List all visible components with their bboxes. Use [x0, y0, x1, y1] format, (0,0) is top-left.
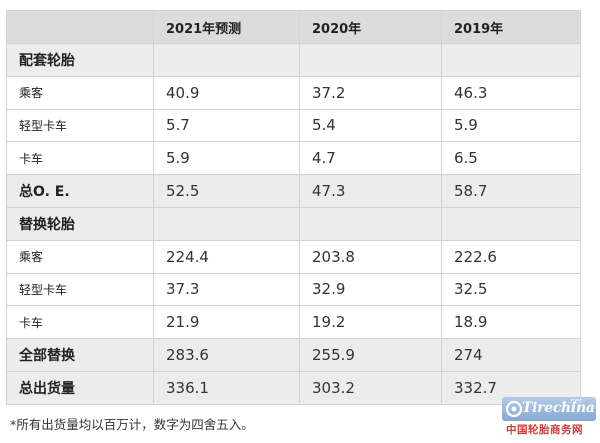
- row-label: 总O. E.: [6, 174, 154, 208]
- cell: [153, 206, 300, 241]
- tire-swoosh-icon: [505, 400, 523, 418]
- row-label: 轻型卡车: [6, 272, 154, 307]
- watermark-logo-text: Tirechina: [522, 400, 595, 416]
- cell: 5.4: [299, 108, 442, 143]
- cell: 222.6: [441, 239, 581, 274]
- cell: 52.5: [153, 174, 300, 208]
- table-row: 卡车 5.9 4.7 6.5: [6, 141, 581, 176]
- watermark-logo-suffix: .net: [568, 397, 582, 405]
- header-cell: [6, 10, 154, 44]
- cell: 5.7: [153, 108, 300, 143]
- watermark-logo: Tirechina .net 中国轮胎商务网: [492, 397, 596, 439]
- cell: 274: [441, 338, 581, 372]
- row-label: 配套轮胎: [6, 43, 154, 77]
- row-label: 卡车: [6, 305, 154, 340]
- cell: 4.7: [299, 141, 442, 176]
- cell: 47.3: [299, 174, 442, 208]
- watermark-logo-bar: [502, 397, 596, 421]
- cell: 303.2: [299, 370, 442, 405]
- cell: 255.9: [299, 338, 442, 372]
- table-row-subtotal: 全部替换 283.6 255.9 274: [6, 338, 581, 372]
- table-row-section: 配套轮胎: [6, 43, 581, 77]
- row-label: 乘客: [6, 75, 154, 110]
- cell: 46.3: [441, 75, 581, 110]
- row-label: 替换轮胎: [6, 206, 154, 241]
- cell: 283.6: [153, 338, 300, 372]
- cell: 21.9: [153, 305, 300, 340]
- cell: 40.9: [153, 75, 300, 110]
- cell: 203.8: [299, 239, 442, 274]
- cell: [299, 43, 442, 77]
- cell: 58.7: [441, 174, 581, 208]
- table-row: 轻型卡车 5.7 5.4 5.9: [6, 108, 581, 143]
- cell: 5.9: [441, 108, 581, 143]
- table-row-section: 替换轮胎: [6, 206, 581, 241]
- tire-shipments-table: 2021年预测 2020年 2019年 配套轮胎 乘客 40.9 37.2 46…: [6, 10, 581, 405]
- row-label: 卡车: [6, 141, 154, 176]
- cell: [441, 43, 581, 77]
- cell: 37.3: [153, 272, 300, 307]
- cell: 5.9: [153, 141, 300, 176]
- cell: 18.9: [441, 305, 581, 340]
- row-label: 乘客: [6, 239, 154, 274]
- cell: 37.2: [299, 75, 442, 110]
- header-cell: 2020年: [299, 10, 442, 44]
- cell: [299, 206, 442, 241]
- table-row: 乘客 40.9 37.2 46.3: [6, 75, 581, 110]
- cell: 32.5: [441, 272, 581, 307]
- table-row: 卡车 21.9 19.2 18.9: [6, 305, 581, 340]
- footnote: *所有出货量均以百万计，数字为四舍五入。: [10, 417, 254, 432]
- cell: [441, 206, 581, 241]
- cell: 32.9: [299, 272, 442, 307]
- watermark-caption: 中国轮胎商务网: [506, 424, 583, 436]
- cell: 6.5: [441, 141, 581, 176]
- cell: [153, 43, 300, 77]
- row-label: 轻型卡车: [6, 108, 154, 143]
- header-cell: 2021年预测: [153, 10, 300, 44]
- cell: 19.2: [299, 305, 442, 340]
- table-row-subtotal: 总O. E. 52.5 47.3 58.7: [6, 174, 581, 208]
- row-label: 全部替换: [6, 338, 154, 372]
- table-row: 乘客 224.4 203.8 222.6: [6, 239, 581, 274]
- header-row: 2021年预测 2020年 2019年: [6, 10, 581, 44]
- header-cell: 2019年: [441, 10, 581, 44]
- row-label: 总出货量: [6, 370, 154, 405]
- table-row: 轻型卡车 37.3 32.9 32.5: [6, 272, 581, 307]
- cell: 224.4: [153, 239, 300, 274]
- cell: 336.1: [153, 370, 300, 405]
